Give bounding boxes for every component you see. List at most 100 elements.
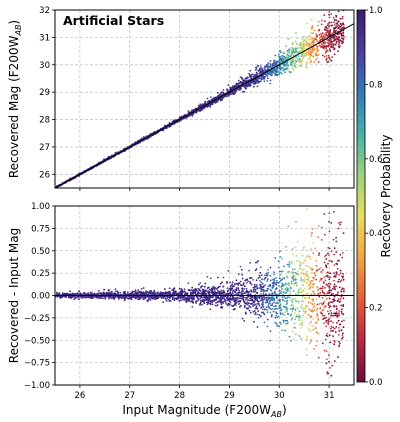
scatter-point xyxy=(302,56,304,59)
residual-point xyxy=(312,242,315,245)
residual-point xyxy=(332,315,335,317)
residual-point xyxy=(239,284,242,286)
scatter-point xyxy=(337,27,339,30)
scatter-point xyxy=(320,35,323,38)
residual-point xyxy=(232,308,235,311)
residual-point xyxy=(256,303,259,305)
scatter-point xyxy=(300,65,303,67)
scatter-point xyxy=(307,53,310,56)
residual-point xyxy=(262,293,265,295)
residual-point xyxy=(329,367,331,369)
residual-point xyxy=(119,291,122,294)
scatter-point xyxy=(219,92,222,95)
residual-point xyxy=(75,292,78,295)
residual-point xyxy=(247,302,250,305)
scatter-point xyxy=(291,51,294,53)
scatter-point xyxy=(300,46,303,48)
residual-point xyxy=(191,286,194,289)
residual-point xyxy=(280,292,283,295)
residual-point xyxy=(303,259,306,262)
scatter-point xyxy=(199,110,201,113)
residual-point xyxy=(328,289,331,292)
residual-point xyxy=(256,286,258,288)
residual-point xyxy=(289,308,292,310)
residual-point xyxy=(238,290,241,292)
residual-point xyxy=(289,292,292,295)
residual-point xyxy=(238,282,240,284)
scatter-point xyxy=(221,99,224,101)
scatter-point xyxy=(284,71,286,74)
residual-point xyxy=(256,298,259,300)
scatter-point xyxy=(276,74,279,77)
scatter-point xyxy=(325,47,327,50)
scatter-point xyxy=(200,104,202,107)
scatter-point xyxy=(309,48,312,51)
scatter-point xyxy=(327,27,329,30)
residual-point xyxy=(242,296,245,299)
residual-point xyxy=(292,327,294,329)
residual-point xyxy=(271,314,273,316)
residual-point xyxy=(333,360,336,362)
residual-point xyxy=(248,269,251,272)
residual-point xyxy=(250,283,253,286)
residual-point xyxy=(338,314,341,316)
residual-point xyxy=(325,265,328,267)
scatter-point xyxy=(252,82,255,85)
residual-point xyxy=(159,291,162,294)
residual-point xyxy=(238,291,241,294)
residual-point xyxy=(333,339,336,342)
residual-point xyxy=(273,280,276,283)
residual-point xyxy=(246,303,249,306)
residual-point xyxy=(300,306,303,308)
scatter-point xyxy=(283,52,285,55)
residual-point xyxy=(187,300,190,302)
residual-point xyxy=(310,338,312,341)
residual-point xyxy=(249,293,252,296)
residual-point xyxy=(339,253,342,256)
scatter-point xyxy=(134,141,137,144)
scatter-point xyxy=(327,45,330,48)
scatter-point xyxy=(305,67,308,69)
scatter-point xyxy=(256,65,259,68)
scatter-point xyxy=(289,61,292,64)
residual-point xyxy=(226,292,229,295)
residual-point xyxy=(339,298,342,300)
residual-point xyxy=(207,301,209,304)
residual-point xyxy=(206,275,209,278)
scatter-point xyxy=(338,24,340,27)
scatter-point xyxy=(245,85,248,88)
residual-point xyxy=(283,283,285,286)
residual-point xyxy=(228,300,231,302)
residual-point xyxy=(296,240,299,243)
residual-point xyxy=(318,268,321,270)
residual-point xyxy=(256,261,259,263)
residual-point xyxy=(260,281,263,284)
residual-point xyxy=(256,284,258,286)
residual-point xyxy=(314,322,317,325)
residual-point xyxy=(217,289,219,292)
residual-point xyxy=(267,285,270,288)
residual-point xyxy=(337,227,340,230)
residual-point xyxy=(333,312,335,315)
scatter-point xyxy=(278,58,281,61)
residual-point xyxy=(279,309,282,312)
scatter-point xyxy=(222,92,225,95)
residual-point xyxy=(337,334,340,336)
residual-point xyxy=(297,293,300,296)
residual-point xyxy=(191,299,194,301)
residual-point xyxy=(300,337,303,340)
residual-point xyxy=(211,303,214,306)
scatter-point xyxy=(312,29,315,31)
scatter-point xyxy=(300,47,302,50)
residual-point xyxy=(288,262,291,265)
scatter-point xyxy=(341,33,343,36)
residual-point xyxy=(251,299,254,302)
residual-point xyxy=(325,350,328,353)
residual-point xyxy=(326,332,329,335)
residual-point xyxy=(281,288,283,290)
residual-point xyxy=(306,208,308,211)
residual-point xyxy=(203,285,206,288)
residual-point xyxy=(252,278,254,281)
residual-point xyxy=(309,302,312,304)
residual-point xyxy=(58,292,61,295)
